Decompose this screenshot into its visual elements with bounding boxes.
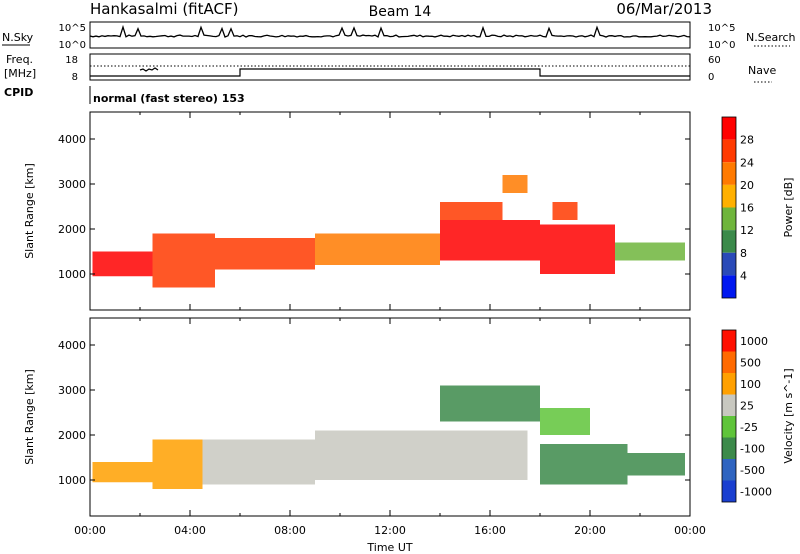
noise-right-label: N.Search — [746, 31, 796, 44]
power-colorbar-seg-5 — [722, 230, 736, 253]
velocity-band-1 — [152, 439, 203, 489]
velocity-ytick-label-3: 4000 — [58, 339, 86, 352]
freq-tick-top: 18 — [65, 55, 78, 66]
time-axis: 00:00 04:00 08:00 12:00 16:00 20:00 00:00 — [74, 524, 706, 537]
power-colorbar-seg-0 — [722, 117, 736, 140]
velocity-colorbar-seg-1 — [722, 351, 736, 373]
velocity-colorbar-seg-7 — [722, 480, 736, 502]
power-band-5 — [440, 202, 503, 220]
x-tick-label-0: 00:00 — [74, 524, 106, 537]
station-title: Hankasalmi (fitACF) — [90, 0, 238, 18]
velocity-band-5 — [540, 444, 628, 485]
x-tick-label-5: 20:00 — [574, 524, 606, 537]
velocity-ytick-label-2: 3000 — [58, 384, 86, 397]
velocity-colorbar-seg-6 — [722, 459, 736, 481]
velocity-colorbar-tick-1: 500 — [740, 356, 761, 369]
power-colorbar-seg-6 — [722, 252, 736, 276]
x-tick-label-3: 12:00 — [374, 524, 406, 537]
noise-left-label: N.Sky — [2, 31, 34, 44]
power-band-9 — [615, 242, 685, 261]
velocity-colorbar-tick-4: -25 — [740, 421, 758, 434]
velocity-panel: 1000 2000 3000 4000 Slant Range [km] 1000 500 1… — [23, 317, 795, 517]
nave-tick-top: 60 — [708, 55, 721, 66]
freq-label-unit: [MHz] — [4, 67, 36, 80]
velocity-colorbar-tick-7: -1000 — [740, 485, 772, 498]
cpid-label: CPID — [4, 86, 33, 99]
beam-title: Beam 14 — [369, 4, 432, 20]
power-colorbar-tick-4: 20 — [740, 179, 754, 192]
velocity-colorbar-seg-3 — [722, 394, 736, 416]
noise-tick-bottom-left: 10^0 — [59, 40, 86, 51]
x-tick-label-1: 04:00 — [174, 524, 206, 537]
velocity-band-3 — [315, 430, 528, 480]
freq-noise-squiggle — [139, 67, 159, 72]
velocity-ytick-label-0: 1000 — [58, 474, 86, 487]
velocity-colorbar-tick-3: 25 — [740, 399, 754, 412]
freq-label-top: Freq. — [6, 53, 33, 66]
freq-tick-bottom: 8 — [72, 72, 78, 83]
power-colorbar-tick-0: 4 — [740, 269, 747, 282]
velocity-colorbar-frame — [721, 329, 737, 503]
power-colorbar-tick-5: 24 — [740, 156, 754, 169]
power-colorbar-seg-4 — [722, 207, 736, 231]
power-ylabel: Slant Range [km] — [23, 163, 36, 259]
date-title: 06/Mar/2013 — [616, 0, 712, 18]
freq-step-line — [90, 68, 690, 77]
power-colorbar-seg-1 — [722, 139, 736, 163]
velocity-colorbar-tick-5: -100 — [740, 442, 765, 455]
velocity-band-2 — [202, 439, 315, 485]
power-colorbar-seg-3 — [722, 184, 736, 208]
nave-tick-bottom: 0 — [708, 72, 714, 83]
power-ytick-label-3: 4000 — [58, 133, 86, 146]
velocity-band-7 — [627, 453, 685, 476]
power-colorbar-tick-1: 8 — [740, 247, 747, 260]
noise-tick-bottom-right: 10^0 — [708, 40, 735, 51]
x-axis-label: Time UT — [366, 541, 412, 554]
power-colorbar-tick-6: 28 — [740, 134, 754, 147]
noise-tick-top-left: 10^5 — [59, 23, 86, 34]
power-band-8 — [552, 202, 578, 220]
power-band-0 — [92, 251, 153, 277]
power-colorbar-frame — [721, 116, 737, 299]
nave-label: Nave — [748, 64, 776, 77]
velocity-colorbar-label: Velocity [m s^-1] — [782, 368, 795, 463]
velocity-band-6 — [540, 408, 590, 435]
power-band-4 — [440, 220, 540, 261]
power-ytick-label-0: 1000 — [58, 268, 86, 281]
freq-panel-frame — [89, 53, 691, 81]
x-tick-label-6: 00:00 — [674, 524, 706, 537]
power-band-3 — [315, 233, 440, 265]
power-panel: 1000 2000 3000 4000 Slant Range [km] 4 8 12 16 20… — [23, 111, 795, 311]
velocity-band-4 — [440, 385, 540, 422]
power-ytick-label-1: 2000 — [58, 223, 86, 236]
velocity-colorbar-tick-6: -500 — [740, 464, 765, 477]
power-colorbar-label: Power [dB] — [782, 178, 795, 238]
velocity-colorbar-seg-5 — [722, 437, 736, 459]
velocity-colorbar-seg-4 — [722, 416, 736, 438]
noise-tick-top-right: 10^5 — [708, 23, 735, 34]
power-ytick-label-2: 3000 — [58, 178, 86, 191]
velocity-colorbar-seg-2 — [722, 373, 736, 395]
power-band-6 — [502, 175, 528, 193]
velocity-colorbar-tick-2: 100 — [740, 378, 761, 391]
power-band-2 — [215, 238, 315, 270]
power-colorbar-tick-2: 12 — [740, 224, 754, 237]
velocity-colorbar-seg-0 — [722, 330, 736, 352]
velocity-band-0 — [92, 462, 153, 483]
x-tick-label-2: 08:00 — [274, 524, 306, 537]
power-band-1 — [152, 233, 215, 288]
power-colorbar-seg-2 — [722, 162, 736, 185]
velocity-colorbar-tick-0: 1000 — [740, 335, 768, 348]
velocity-ylabel: Slant Range [km] — [23, 369, 36, 465]
power-colorbar-seg-7 — [722, 275, 736, 298]
power-colorbar-tick-3: 16 — [740, 202, 754, 215]
cpid-text: normal (fast stereo) 153 — [93, 92, 245, 105]
noise-sky-line — [89, 24, 691, 38]
velocity-ytick-label-1: 2000 — [58, 429, 86, 442]
power-band-7 — [540, 224, 615, 274]
x-tick-label-4: 16:00 — [474, 524, 506, 537]
noise-panel-frame — [89, 21, 691, 49]
